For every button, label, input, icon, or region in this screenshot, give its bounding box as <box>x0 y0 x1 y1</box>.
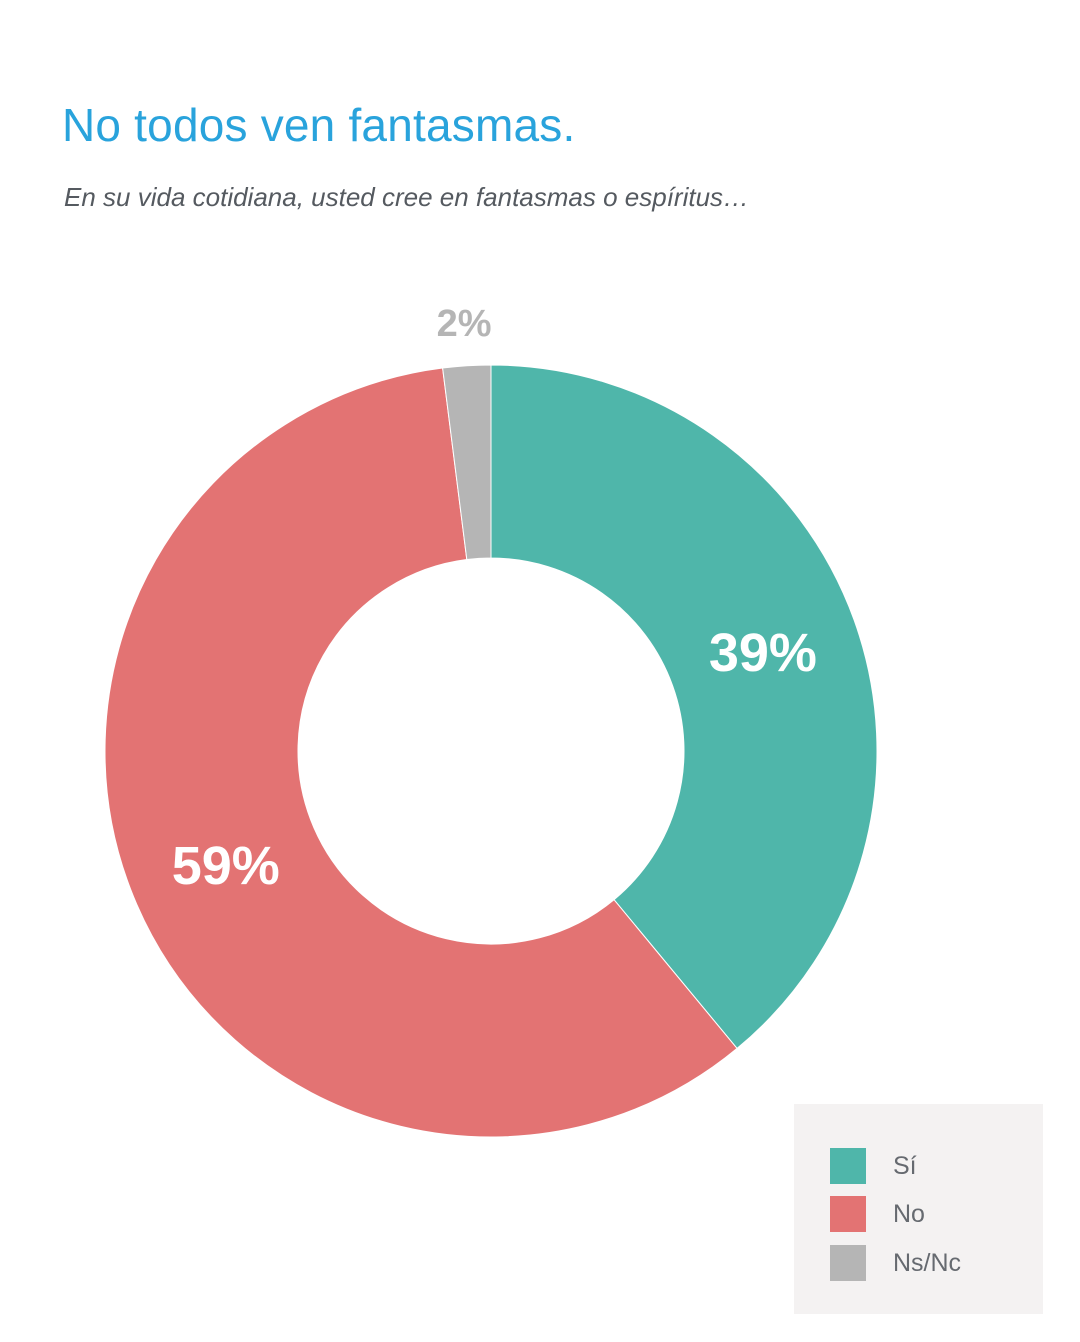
data-label-2: 2% <box>437 303 492 345</box>
donut-data-labels: 39% 59% 2% <box>172 303 817 896</box>
chart-subtitle: En su vida cotidiana, usted cree en fant… <box>64 182 750 212</box>
legend-swatch-si <box>830 1148 866 1184</box>
donut-slice-2 <box>442 364 492 561</box>
donut-slices <box>104 364 878 1138</box>
data-label-1: 59% <box>172 836 280 896</box>
legend-item-nsnc: Ns/Nc <box>830 1244 961 1282</box>
legend-swatch-nsnc <box>830 1245 866 1281</box>
legend-item-si: Sí <box>830 1147 917 1185</box>
legend-swatch-no <box>830 1196 866 1232</box>
chart-legend: Sí No Ns/Nc <box>794 1104 1043 1314</box>
legend-label-no: No <box>893 1199 925 1228</box>
data-label-0: 39% <box>709 623 817 683</box>
donut-slice-1 <box>104 367 738 1138</box>
legend-item-no: No <box>830 1195 925 1233</box>
legend-label-nsnc: Ns/Nc <box>893 1248 962 1277</box>
chart-title: No todos ven fantasmas. <box>62 99 576 151</box>
legend-label-si: Sí <box>893 1151 917 1180</box>
donut-slice-0 <box>490 364 878 1050</box>
